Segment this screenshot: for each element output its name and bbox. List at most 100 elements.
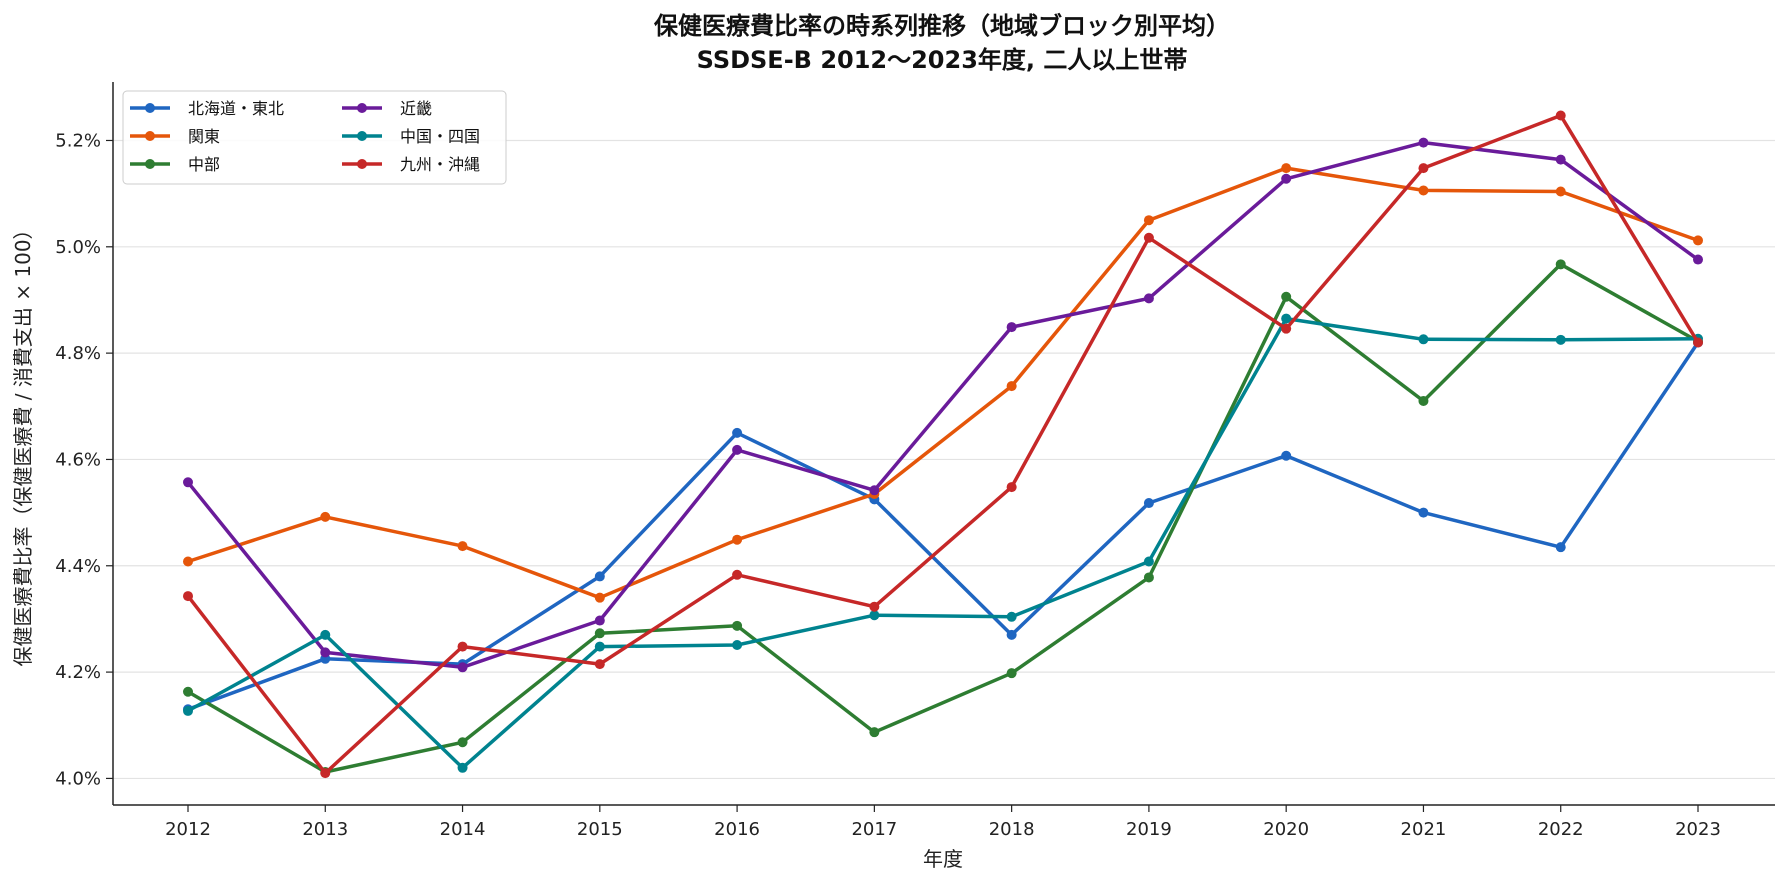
legend-item: 中国・四国 xyxy=(342,127,480,146)
data-point xyxy=(1555,154,1566,165)
legend-item: 中部 xyxy=(130,155,220,174)
data-point xyxy=(1281,173,1292,184)
data-point xyxy=(1555,542,1566,553)
data-point xyxy=(1143,293,1154,304)
data-point xyxy=(457,541,468,552)
series-line xyxy=(186,340,1700,712)
y-tick-label: 5.2% xyxy=(55,130,101,151)
legend-item: 近畿 xyxy=(342,99,432,118)
data-point xyxy=(320,511,331,522)
legend-item: 九州・沖縄 xyxy=(342,155,480,174)
legend-label: 北海道・東北 xyxy=(188,99,284,118)
data-point xyxy=(1693,235,1703,246)
x-tick-label: 2016 xyxy=(714,819,760,840)
legend-label: 中国・四国 xyxy=(400,127,480,146)
data-point xyxy=(594,615,605,626)
x-axis-label: 年度 xyxy=(923,847,963,871)
x-tick-label: 2013 xyxy=(302,819,348,840)
series-group xyxy=(183,137,1703,673)
data-point xyxy=(869,727,880,738)
chart-title: 保健医療費比率の時系列推移（地域ブロック別平均） xyxy=(653,12,1230,40)
data-point xyxy=(594,641,605,652)
data-point xyxy=(732,620,743,631)
data-point xyxy=(1006,322,1017,333)
series-line xyxy=(186,166,1700,600)
x-tick-label: 2023 xyxy=(1675,819,1721,840)
legend-label: 中部 xyxy=(188,155,220,174)
x-tick-label: 2015 xyxy=(577,819,623,840)
data-point xyxy=(457,641,468,652)
data-point xyxy=(1281,450,1292,461)
legend-box xyxy=(122,90,507,185)
data-point xyxy=(457,662,468,673)
data-point xyxy=(1693,254,1703,265)
data-point xyxy=(1555,334,1566,345)
x-tick-label: 2021 xyxy=(1401,819,1447,840)
data-point xyxy=(1418,507,1429,518)
data-point xyxy=(183,556,193,567)
legend-marker xyxy=(145,103,155,113)
data-point xyxy=(732,427,743,438)
x-tick-label: 2018 xyxy=(989,819,1035,840)
data-point xyxy=(1281,313,1292,324)
y-tick-label: 5.0% xyxy=(55,237,101,258)
data-point xyxy=(1143,556,1154,567)
series-line xyxy=(186,113,1700,775)
data-point xyxy=(1006,668,1017,679)
data-point xyxy=(1555,259,1566,270)
data-point xyxy=(1693,337,1703,348)
data-point xyxy=(1418,395,1429,406)
legend-marker xyxy=(357,131,367,141)
data-point xyxy=(594,628,605,639)
data-point xyxy=(1006,381,1017,392)
data-point xyxy=(594,592,605,603)
legend-label: 九州・沖縄 xyxy=(400,155,480,174)
data-point xyxy=(1418,163,1429,174)
data-point xyxy=(594,659,605,670)
data-point xyxy=(457,737,468,748)
y-tick-label: 4.8% xyxy=(55,343,101,364)
y-axis-label: 保健医療費比率（保健医療費 / 消費支出 × 100） xyxy=(11,219,35,666)
legend-marker xyxy=(145,131,155,141)
series-group xyxy=(183,163,1703,603)
legend-item: 北海道・東北 xyxy=(130,99,284,118)
data-point xyxy=(457,762,468,773)
legend-marker xyxy=(357,103,367,113)
data-point xyxy=(869,610,880,621)
data-point xyxy=(1555,110,1566,121)
ticks: 4.0% 4.2% 4.4% 4.6% 4.8% 5.0% 5.2% 2012 2013 2014… xyxy=(55,130,1721,840)
data-point xyxy=(1555,186,1566,197)
data-point xyxy=(594,571,605,582)
data-point xyxy=(732,534,743,545)
data-point xyxy=(1281,163,1292,174)
data-point xyxy=(1418,334,1429,345)
series-lines xyxy=(183,110,1703,779)
x-tick-label: 2014 xyxy=(440,819,486,840)
data-point xyxy=(320,629,331,640)
data-point xyxy=(869,601,880,612)
legend-label: 関東 xyxy=(188,127,220,146)
y-tick-label: 4.0% xyxy=(55,768,101,789)
series-group xyxy=(183,337,1703,715)
data-point xyxy=(183,686,193,697)
y-tick-label: 4.6% xyxy=(55,449,101,470)
x-tick-label: 2020 xyxy=(1263,819,1309,840)
series-group xyxy=(183,110,1703,779)
axes xyxy=(112,82,1775,806)
legend-label: 近畿 xyxy=(400,99,432,118)
data-point xyxy=(1281,291,1292,302)
data-point xyxy=(1143,498,1154,509)
data-point xyxy=(732,639,743,650)
x-tick-label: 2017 xyxy=(851,819,897,840)
x-tick-label: 2022 xyxy=(1538,819,1584,840)
series-line xyxy=(186,316,1700,770)
data-point xyxy=(1006,482,1017,493)
legend-item: 関東 xyxy=(130,127,220,146)
data-point xyxy=(183,705,193,716)
series-line xyxy=(186,140,1700,670)
data-point xyxy=(1418,137,1429,148)
data-point xyxy=(1143,232,1154,243)
y-tick-label: 4.4% xyxy=(55,556,101,577)
